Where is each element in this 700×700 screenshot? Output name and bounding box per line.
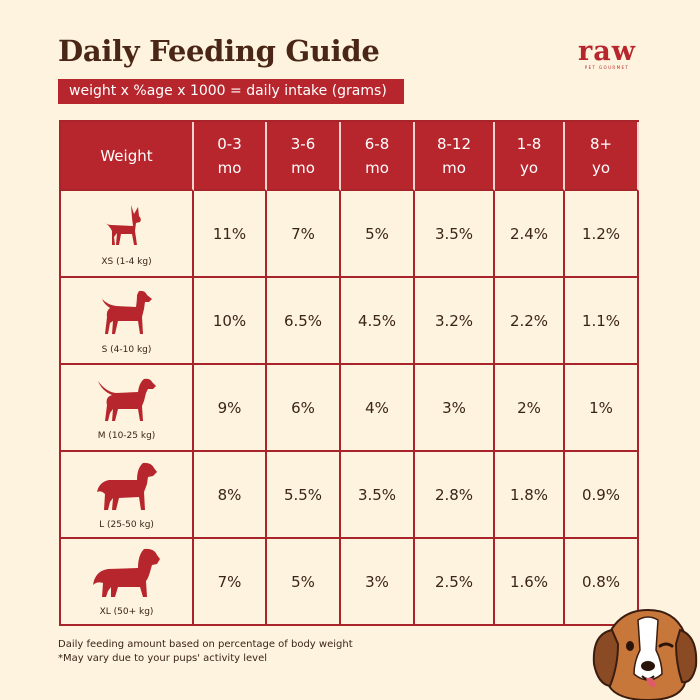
- extra-large-dog-icon: [92, 548, 160, 597]
- small-dog-icon: [104, 204, 141, 245]
- header-age: 0-3 mo: [194, 122, 267, 191]
- brand-logo: raw PET GOURMET: [572, 36, 642, 70]
- weight-cell: M (10-25 kg): [61, 365, 194, 452]
- weight-label: S (4-10 kg): [101, 344, 152, 355]
- percentage-cell: 7%: [194, 539, 267, 626]
- percentage-cell: 2.8%: [415, 452, 495, 539]
- percentage-cell: 7%: [267, 191, 341, 278]
- header-age: 1-8 yo: [495, 122, 565, 191]
- percentage-cell: 9%: [194, 365, 267, 452]
- beagle-mascot-icon: [592, 608, 698, 700]
- weight-cell: XL (50+ kg): [61, 539, 194, 626]
- weight-cell: S (4-10 kg): [61, 278, 194, 365]
- weight-cell: XS (1-4 kg): [61, 191, 194, 278]
- percentage-cell: 0.9%: [565, 452, 639, 539]
- feeding-table: Weight 0-3 mo 3-6 mo 6-8 mo 8-12 mo 1-8 yo 8+…: [59, 120, 639, 626]
- terrier-dog-icon: [101, 290, 152, 334]
- percentage-cell: 11%: [194, 191, 267, 278]
- percentage-cell: 6.5%: [267, 278, 341, 365]
- header-age: 6-8 mo: [341, 122, 415, 191]
- percentage-cell: 3%: [415, 365, 495, 452]
- large-dog-icon: [96, 462, 157, 510]
- header-weight: Weight: [61, 122, 194, 191]
- percentage-cell: 5%: [267, 539, 341, 626]
- weight-label: XL (50+ kg): [99, 606, 154, 617]
- percentage-cell: 6%: [267, 365, 341, 452]
- brand-tagline: PET GOURMET: [584, 65, 630, 70]
- percentage-cell: 2.4%: [495, 191, 565, 278]
- percentage-cell: 2%: [495, 365, 565, 452]
- brand-name: raw: [578, 36, 636, 67]
- percentage-cell: 1%: [565, 365, 639, 452]
- weight-cell: L (25-50 kg): [61, 452, 194, 539]
- footnotes: Daily feeding amount based on percentage…: [58, 638, 353, 666]
- footnote-activity: *May vary due to your pups' activity lev…: [58, 653, 267, 664]
- header-age: 8+ yo: [565, 122, 639, 191]
- page-title: Daily Feeding Guide: [58, 34, 380, 68]
- percentage-cell: 10%: [194, 278, 267, 365]
- percentage-cell: 2.5%: [415, 539, 495, 626]
- formula-banner: weight x %age x 1000 = daily intake (gra…: [58, 79, 404, 104]
- percentage-cell: 1.6%: [495, 539, 565, 626]
- weight-label: L (25-50 kg): [99, 519, 154, 530]
- percentage-cell: 8%: [194, 452, 267, 539]
- percentage-cell: 3%: [341, 539, 415, 626]
- percentage-cell: 1.2%: [565, 191, 639, 278]
- footnote-basis: Daily feeding amount based on percentage…: [58, 639, 353, 650]
- percentage-cell: 1.1%: [565, 278, 639, 365]
- weight-label: M (10-25 kg): [97, 430, 156, 441]
- percentage-cell: 3.5%: [341, 452, 415, 539]
- medium-dog-icon: [97, 378, 156, 421]
- weight-label: XS (1-4 kg): [101, 256, 152, 267]
- percentage-cell: 2.2%: [495, 278, 565, 365]
- percentage-cell: 5.5%: [267, 452, 341, 539]
- percentage-cell: 1.8%: [495, 452, 565, 539]
- header-age: 8-12 mo: [415, 122, 495, 191]
- percentage-cell: 4.5%: [341, 278, 415, 365]
- percentage-cell: 0.8%: [565, 539, 639, 626]
- percentage-cell: 3.5%: [415, 191, 495, 278]
- header-age: 3-6 mo: [267, 122, 341, 191]
- percentage-cell: 4%: [341, 365, 415, 452]
- percentage-cell: 5%: [341, 191, 415, 278]
- percentage-cell: 3.2%: [415, 278, 495, 365]
